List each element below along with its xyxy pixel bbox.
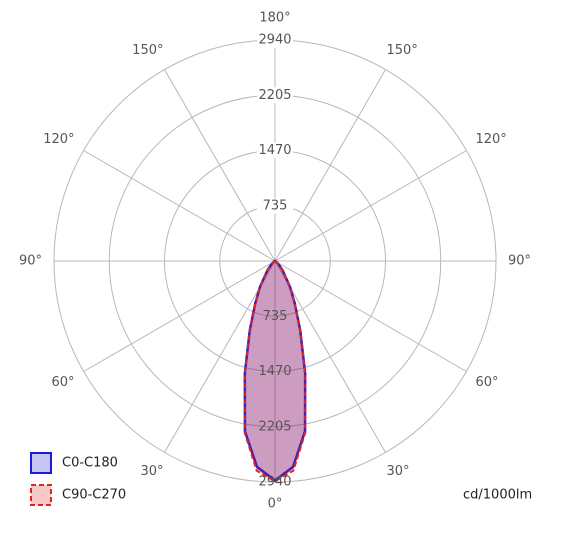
- angle-label: 0°: [268, 497, 283, 512]
- spoke: [274, 150, 467, 262]
- r-tick-label: 2940: [258, 475, 291, 490]
- angle-label: 30°: [387, 464, 410, 479]
- angle-label: 60°: [52, 375, 75, 390]
- r-tick-label: 1470: [258, 364, 291, 379]
- angle-label: 180°: [259, 11, 290, 26]
- spoke: [274, 69, 386, 262]
- r-tick-label: 2940: [258, 33, 291, 48]
- angle-label: 60°: [475, 375, 498, 390]
- series-line: [243, 259, 307, 483]
- legend-label: C0-C180: [62, 456, 118, 471]
- angle-label: 90°: [508, 254, 531, 269]
- spoke: [274, 260, 467, 372]
- tick-label-bg: [257, 197, 293, 214]
- tick-label-bg: [257, 142, 293, 159]
- r-tick-label: 735: [263, 198, 288, 213]
- unit-label: cd/1000lm: [463, 488, 532, 503]
- angle-label: 90°: [19, 254, 42, 269]
- spoke: [83, 260, 276, 372]
- r-tick-label: 1470: [258, 143, 291, 158]
- legend-swatch: [30, 484, 52, 506]
- spoke: [164, 260, 276, 453]
- angle-label: 30°: [140, 464, 163, 479]
- spoke: [274, 260, 386, 453]
- angle-label: 150°: [387, 43, 418, 58]
- spoke: [83, 150, 276, 262]
- r-tick-label: 735: [263, 309, 288, 324]
- angle-label: 150°: [132, 43, 163, 58]
- spoke: [164, 69, 276, 262]
- r-tick-label: 2205: [258, 88, 291, 103]
- angle-label: 120°: [43, 132, 74, 147]
- legend-label: C90-C270: [62, 488, 126, 503]
- r-tick-label: 2205: [258, 419, 291, 434]
- tick-label-bg: [257, 32, 293, 48]
- legend-swatch: [30, 452, 52, 474]
- angle-label: 120°: [475, 132, 506, 147]
- tick-label-bg: [257, 87, 293, 104]
